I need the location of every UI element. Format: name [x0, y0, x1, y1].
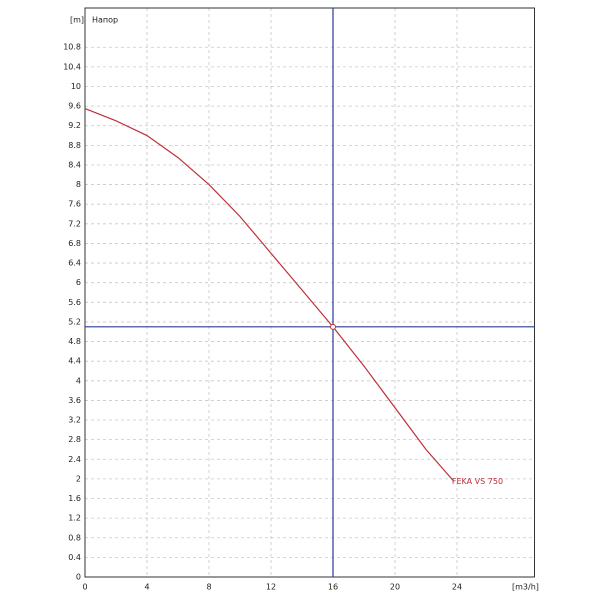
y-tick-label: 9.2 — [68, 121, 81, 130]
y-tick-label: 10 — [71, 82, 81, 91]
y-tick-label: 2.4 — [68, 455, 81, 464]
y-tick-label: 6.4 — [68, 259, 81, 268]
y-tick-label: 0 — [76, 573, 81, 582]
y-tick-label: 4 — [76, 376, 81, 385]
operating-point — [330, 323, 336, 330]
y-tick-label: 6 — [76, 278, 81, 287]
x-tick-label: 0 — [82, 583, 87, 592]
x-tick-label: 12 — [266, 583, 276, 592]
y-tick-label: 10.4 — [63, 62, 81, 71]
y-axis-label: [m] — [70, 16, 84, 25]
plot-frame — [84, 7, 535, 578]
x-tick-label: 4 — [144, 583, 149, 592]
y-tick-label: 7.2 — [68, 219, 81, 228]
y-tick-label: 8.4 — [68, 160, 81, 169]
y-tick-label: 10.8 — [63, 43, 81, 52]
chart-title: Напор — [92, 16, 118, 25]
y-tick-label: 2.8 — [68, 435, 81, 444]
y-tick-label: 5.2 — [68, 317, 81, 326]
x-tick-label: 8 — [206, 583, 211, 592]
y-tick-label: 4.4 — [68, 357, 81, 366]
y-tick-label: 3.6 — [68, 396, 81, 405]
y-tick-label: 8.8 — [68, 141, 81, 150]
legend-label: FEKA VS 750 — [452, 477, 503, 486]
x-axis-label: [m3/h] — [512, 583, 539, 592]
y-tick-label: 5.6 — [68, 298, 81, 307]
x-tick-label: 16 — [328, 583, 338, 592]
y-tick-label: 3.2 — [68, 416, 81, 425]
y-tick-label: 8 — [76, 180, 81, 189]
series-line — [84, 107, 455, 482]
y-tick-label: 1.6 — [68, 494, 81, 503]
y-tick-label: 7.6 — [68, 200, 81, 209]
x-tick-label: 20 — [390, 583, 400, 592]
y-tick-label: 2 — [76, 474, 81, 483]
y-tick-label: 0.8 — [68, 533, 81, 542]
y-tick-label: 0.4 — [68, 553, 81, 562]
y-tick-label: 4.8 — [68, 337, 81, 346]
x-tick-label: 24 — [452, 583, 462, 592]
y-tick-label: 9.6 — [68, 102, 81, 111]
y-tick-label: 1.2 — [68, 514, 81, 523]
y-tick-label: 6.8 — [68, 239, 81, 248]
